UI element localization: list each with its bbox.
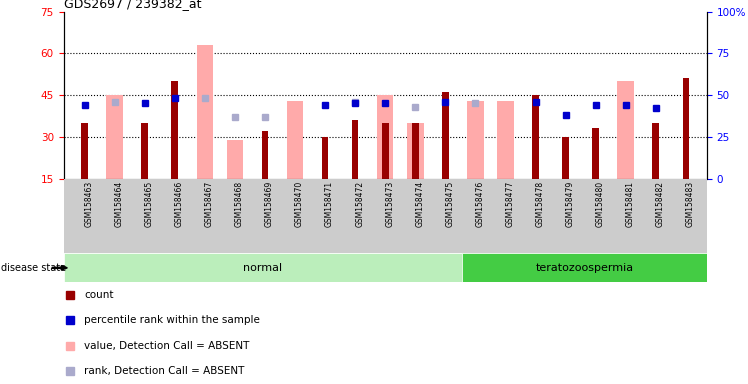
- Text: GSM158479: GSM158479: [565, 181, 574, 227]
- Text: GSM158471: GSM158471: [325, 181, 334, 227]
- Bar: [262, 131, 269, 179]
- Text: GSM158465: GSM158465: [145, 181, 154, 227]
- Text: GSM158473: GSM158473: [385, 181, 394, 227]
- Bar: [468, 101, 484, 179]
- Text: GSM158478: GSM158478: [536, 181, 545, 227]
- Bar: [497, 101, 514, 179]
- Bar: [64, 253, 462, 282]
- Text: GSM158466: GSM158466: [175, 181, 184, 227]
- Text: GSM158481: GSM158481: [625, 181, 635, 227]
- Text: GSM158474: GSM158474: [415, 181, 424, 227]
- Text: GSM158482: GSM158482: [656, 181, 665, 227]
- Bar: [82, 123, 88, 179]
- Text: GSM158477: GSM158477: [506, 181, 515, 227]
- Text: teratozoospermia: teratozoospermia: [536, 263, 634, 273]
- Text: GSM158463: GSM158463: [85, 181, 94, 227]
- Bar: [533, 95, 539, 179]
- Bar: [562, 137, 569, 179]
- Text: GSM158468: GSM158468: [235, 181, 244, 227]
- Text: GSM158472: GSM158472: [355, 181, 364, 227]
- Text: GSM158480: GSM158480: [595, 181, 604, 227]
- Bar: [171, 81, 178, 179]
- Text: GSM158469: GSM158469: [265, 181, 274, 227]
- Bar: [412, 123, 419, 179]
- Text: GSM158470: GSM158470: [295, 181, 304, 227]
- Bar: [442, 92, 449, 179]
- Text: GSM158476: GSM158476: [476, 181, 485, 227]
- Bar: [286, 101, 303, 179]
- Text: percentile rank within the sample: percentile rank within the sample: [85, 315, 260, 325]
- Bar: [322, 137, 328, 179]
- Bar: [377, 95, 393, 179]
- Bar: [682, 78, 689, 179]
- Bar: [652, 123, 659, 179]
- Bar: [462, 253, 707, 282]
- Text: GSM158464: GSM158464: [114, 181, 123, 227]
- Text: GSM158475: GSM158475: [445, 181, 454, 227]
- Text: normal: normal: [243, 263, 282, 273]
- Text: GSM158483: GSM158483: [686, 181, 695, 227]
- Bar: [197, 45, 213, 179]
- Bar: [407, 123, 423, 179]
- Text: count: count: [85, 290, 114, 300]
- Bar: [352, 120, 358, 179]
- Bar: [141, 123, 148, 179]
- Bar: [592, 129, 599, 179]
- Text: value, Detection Call = ABSENT: value, Detection Call = ABSENT: [85, 341, 250, 351]
- Bar: [227, 140, 243, 179]
- Text: rank, Detection Call = ABSENT: rank, Detection Call = ABSENT: [85, 366, 245, 376]
- Bar: [106, 95, 123, 179]
- Text: GDS2697 / 239382_at: GDS2697 / 239382_at: [64, 0, 201, 10]
- Bar: [617, 81, 634, 179]
- Bar: [382, 123, 388, 179]
- Text: disease state: disease state: [1, 263, 66, 273]
- Text: GSM158467: GSM158467: [205, 181, 214, 227]
